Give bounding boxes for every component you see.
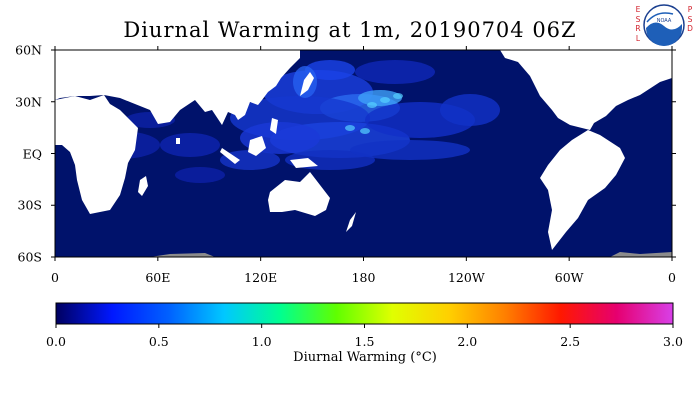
warm-anomaly-patch <box>160 133 220 157</box>
australia-landmass <box>268 172 330 216</box>
map-title: Diurnal Warming at 1m, 20190704 06Z <box>123 18 577 42</box>
lon-label: 180 <box>351 270 376 285</box>
colorbar-tick-label: 0.5 <box>148 334 169 349</box>
madagascar-island <box>138 176 148 196</box>
colorbar-tick-label: 2.0 <box>457 334 478 349</box>
warm-anomaly-patch <box>358 90 402 106</box>
colorbar-tick-label: 2.5 <box>560 334 581 349</box>
japan-island <box>300 72 314 96</box>
colorbar <box>55 302 674 328</box>
logo-letter: L <box>635 33 641 43</box>
strong-warming-spot <box>360 128 370 134</box>
warm-anomaly-patch <box>355 60 435 84</box>
logo-letter: S <box>635 14 641 24</box>
warm-anomaly-patch <box>440 94 500 126</box>
strong-warming-spot <box>367 102 377 108</box>
colorbar-tick-label: 1.0 <box>251 334 272 349</box>
lon-label: 120W <box>447 270 485 285</box>
colorbar-tick-label: 1.5 <box>354 334 375 349</box>
lat-label: 60N <box>15 42 42 58</box>
strong-warming-spot <box>345 125 355 131</box>
sumatra-island <box>220 148 240 164</box>
lon-label: 0 <box>51 270 59 285</box>
warm-anomaly-patch <box>175 167 225 183</box>
borneo-island <box>248 136 266 156</box>
antarctic-ice-edge <box>610 252 672 257</box>
warm-anomaly-patch <box>305 60 355 80</box>
philippines-island <box>270 118 278 134</box>
antarctic-ice-edge <box>150 253 215 257</box>
colorbar-tick-label: 3.0 <box>663 334 683 349</box>
lon-label: 120E <box>244 270 278 285</box>
lon-label: 60E <box>145 270 171 285</box>
greenland-landmass <box>640 50 672 62</box>
emblem-text: NOAA <box>657 18 672 24</box>
new-guinea-island <box>290 158 318 168</box>
logo-letter: R <box>635 24 641 33</box>
lat-label: 30S <box>17 197 42 213</box>
noaa-emblem-icon: NOAA <box>643 4 685 46</box>
strong-warming-spot <box>380 97 390 103</box>
lon-label: 60W <box>554 270 584 285</box>
warm-anomaly-patch <box>350 140 470 160</box>
lon-label: 0 <box>668 270 676 285</box>
lat-label: 30N <box>15 94 42 110</box>
eurasia-landmass <box>55 50 300 125</box>
strong-warming-spot <box>393 93 403 99</box>
logo-letter: S <box>687 14 693 24</box>
colorbar-title: Diurnal Warming (°C) <box>293 350 437 365</box>
new-zealand-island <box>346 212 356 232</box>
colorbar-tick-label: 0.0 <box>46 334 66 349</box>
warm-anomaly-patch <box>220 150 280 170</box>
africa-landmass <box>55 95 138 214</box>
logo-letter: P <box>687 5 693 14</box>
colorbar-ramp <box>55 302 674 325</box>
sri-lanka-island <box>176 138 180 144</box>
lat-label: 60S <box>17 249 42 265</box>
north-america-landmass <box>500 50 672 130</box>
lat-label: EQ <box>22 146 42 161</box>
map-layer <box>51 46 676 261</box>
logo-letter: D <box>687 24 693 33</box>
south-america-landmass <box>540 130 625 250</box>
logo-letter: E <box>635 5 641 14</box>
